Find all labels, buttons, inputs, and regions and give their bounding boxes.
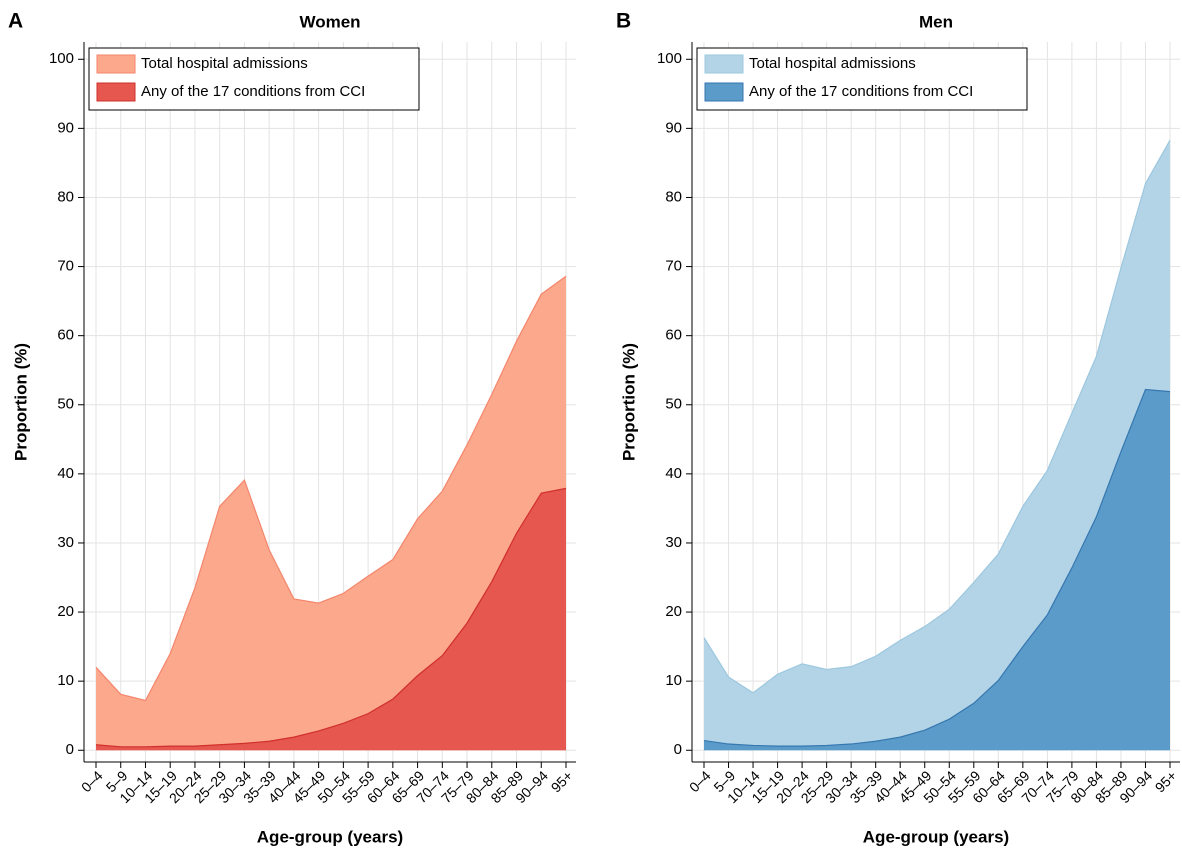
chart-title: Men xyxy=(919,12,953,31)
legend-swatch xyxy=(96,54,136,74)
area-fill xyxy=(704,389,1170,751)
y-tick-label: 10 xyxy=(665,672,682,689)
area-line xyxy=(95,487,567,748)
y-tick-label: 50 xyxy=(665,396,682,413)
chart-title: Women xyxy=(299,12,360,31)
legend-box xyxy=(88,47,420,111)
y-tick-label: 60 xyxy=(665,327,682,344)
x-axis-label: Age-group (years) xyxy=(257,827,403,846)
y-axis-label: Proportion (%) xyxy=(619,343,638,461)
y-tick-label: 80 xyxy=(665,188,682,205)
y-tick-label: 80 xyxy=(57,188,74,205)
area-fill xyxy=(96,488,566,751)
y-tick-label: 10 xyxy=(57,672,74,689)
y-tick-label: 100 xyxy=(657,50,682,67)
y-tick-label: 40 xyxy=(57,465,74,482)
y-tick-label: 0 xyxy=(66,741,74,758)
y-axis-label: Proportion (%) xyxy=(11,343,30,461)
panel-label: A xyxy=(8,10,23,33)
y-tick-label: 0 xyxy=(674,741,682,758)
y-tick-label: 50 xyxy=(57,396,74,413)
y-tick-label: 30 xyxy=(57,534,74,551)
legend-label: Total hospital admissions xyxy=(141,55,308,72)
area-line xyxy=(95,275,567,702)
y-tick-label: 90 xyxy=(57,119,74,136)
y-tick-label: 20 xyxy=(57,603,74,620)
legend-box xyxy=(696,47,1028,111)
x-tick-label: 0–4 xyxy=(78,767,106,795)
y-tick-label: 30 xyxy=(665,534,682,551)
legend-label: Any of the 17 conditions from CCI xyxy=(749,83,973,100)
area-fill xyxy=(96,276,566,751)
x-axis-label: Age-group (years) xyxy=(863,827,1009,846)
y-tick-label: 100 xyxy=(49,50,74,67)
x-tick-label: 0–4 xyxy=(686,767,714,795)
x-tick-label: 95+ xyxy=(548,767,576,795)
y-tick-label: 70 xyxy=(665,258,682,275)
legend-swatch xyxy=(704,54,744,74)
y-tick-label: 70 xyxy=(57,258,74,275)
legend-label: Any of the 17 conditions from CCI xyxy=(141,83,365,100)
y-tick-label: 40 xyxy=(665,465,682,482)
x-tick-label: 95+ xyxy=(1152,767,1180,795)
y-tick-label: 20 xyxy=(665,603,682,620)
legend-label: Total hospital admissions xyxy=(749,55,916,72)
area-line xyxy=(703,139,1171,694)
panel-label: B xyxy=(616,10,631,33)
area-fill xyxy=(704,140,1170,751)
y-tick-label: 90 xyxy=(665,119,682,136)
area-line xyxy=(703,388,1171,747)
legend-swatch xyxy=(704,82,744,102)
legend-swatch xyxy=(96,82,136,102)
y-tick-label: 60 xyxy=(57,327,74,344)
